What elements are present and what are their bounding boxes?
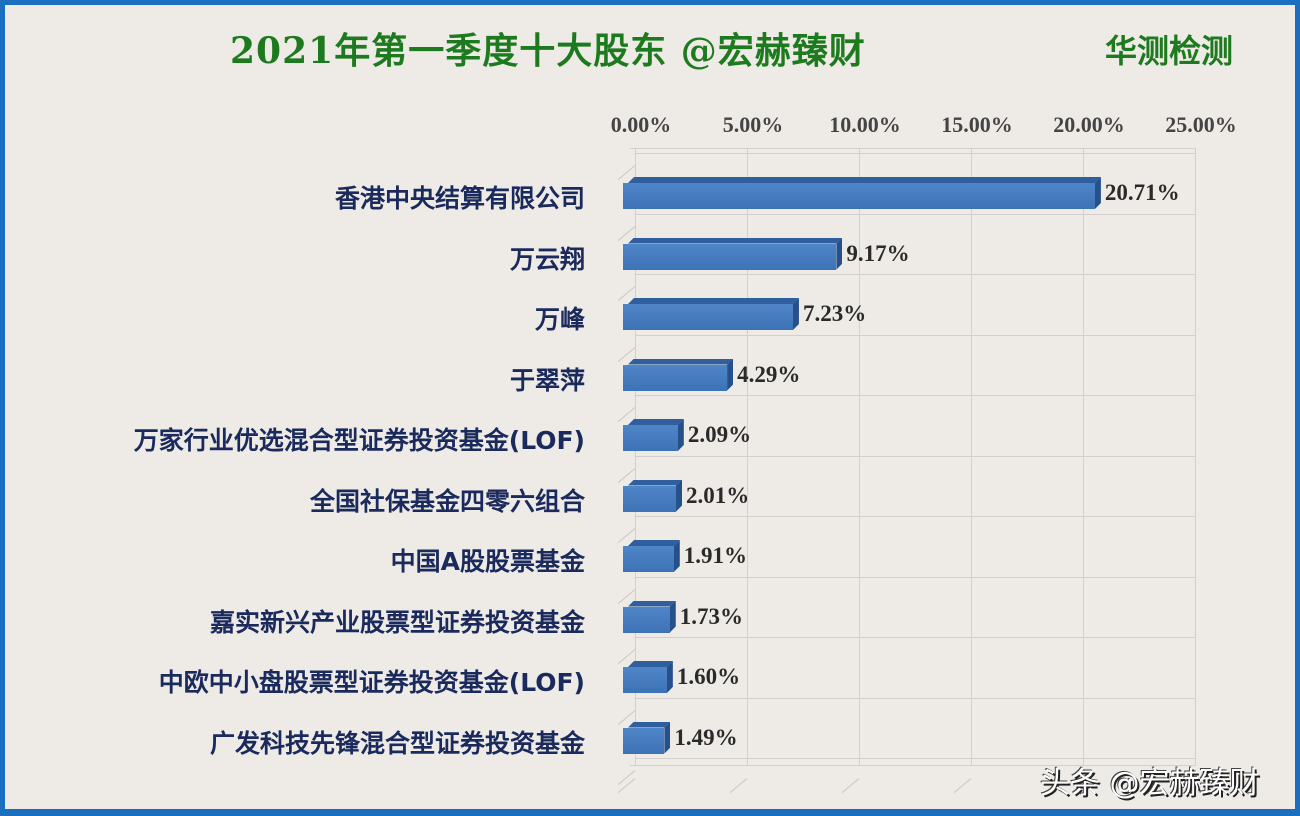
horizontal-gridline	[635, 395, 1195, 396]
horizontal-gridline	[635, 213, 1195, 215]
x-tick-label: 0.00%	[610, 112, 672, 137]
value-label: 1.49%	[674, 724, 738, 750]
category-label: 万云翔	[509, 244, 585, 274]
category-label: 香港中央结算有限公司	[334, 184, 585, 213]
horizontal-gridline	[635, 516, 1195, 517]
horizontal-gridline	[635, 758, 1195, 759]
value-label: 20.71%	[1104, 180, 1180, 205]
vertical-gridline	[635, 148, 636, 765]
horizontal-gridline	[635, 576, 1195, 578]
data-bar	[623, 606, 670, 633]
x-tick-label: 25.00%	[1165, 112, 1237, 137]
data-bar	[623, 546, 674, 572]
category-label: 全国社保基金四零六组合	[309, 486, 585, 516]
value-label: 2.09%	[687, 422, 752, 447]
x-tick-label: 20.00%	[1053, 112, 1125, 137]
horizontal-gridline	[635, 274, 1195, 275]
category-label: 万峰	[534, 305, 585, 334]
category-label: 嘉实新兴产业股票型证券投资基金	[209, 607, 585, 637]
category-label: 中欧中小盘股票型证券投资基金(LOF)	[158, 668, 585, 697]
value-label: 2.01%	[686, 482, 750, 508]
vertical-gridline	[1195, 148, 1196, 765]
data-bar	[623, 364, 728, 391]
watermark: 头条 @宏赫臻财	[1040, 766, 1260, 801]
value-label: 1.73%	[679, 603, 743, 629]
value-label: 4.29%	[737, 361, 801, 387]
horizontal-gridline	[635, 637, 1195, 638]
category-label: 广发科技先锋混合型证券投资基金	[209, 728, 585, 758]
vertical-gridline	[1083, 148, 1084, 765]
data-bar	[623, 304, 793, 330]
chart-title: 2021年第一季度十大股东 @宏赫臻财	[230, 30, 866, 72]
data-bar	[623, 243, 837, 270]
x-tick-label: 5.00%	[722, 112, 784, 137]
data-bar	[623, 485, 677, 512]
horizontal-gridline	[635, 455, 1195, 457]
category-label: 于翠萍	[509, 365, 585, 395]
vertical-gridline	[859, 148, 860, 765]
vertical-gridline	[747, 148, 748, 765]
horizontal-gridline	[635, 697, 1195, 699]
value-label: 1.91%	[683, 543, 748, 568]
data-bar	[623, 667, 667, 693]
horizontal-gridline	[635, 153, 1195, 154]
x-tick-label: 15.00%	[941, 112, 1013, 137]
category-label: 万家行业优选混合型证券投资基金(LOF)	[133, 426, 585, 455]
data-bar	[623, 183, 1095, 209]
x-tick-label: 10.00%	[829, 112, 901, 137]
vertical-gridline	[971, 148, 972, 765]
value-label: 1.60%	[676, 664, 741, 689]
value-label: 7.23%	[802, 301, 867, 326]
brand-label: 华测检测	[1105, 32, 1234, 70]
data-bar	[623, 727, 665, 754]
horizontal-gridline	[635, 334, 1195, 336]
category-label: 中国A股股票基金	[390, 547, 585, 576]
value-label: 9.17%	[846, 240, 910, 266]
data-bar	[623, 425, 678, 451]
